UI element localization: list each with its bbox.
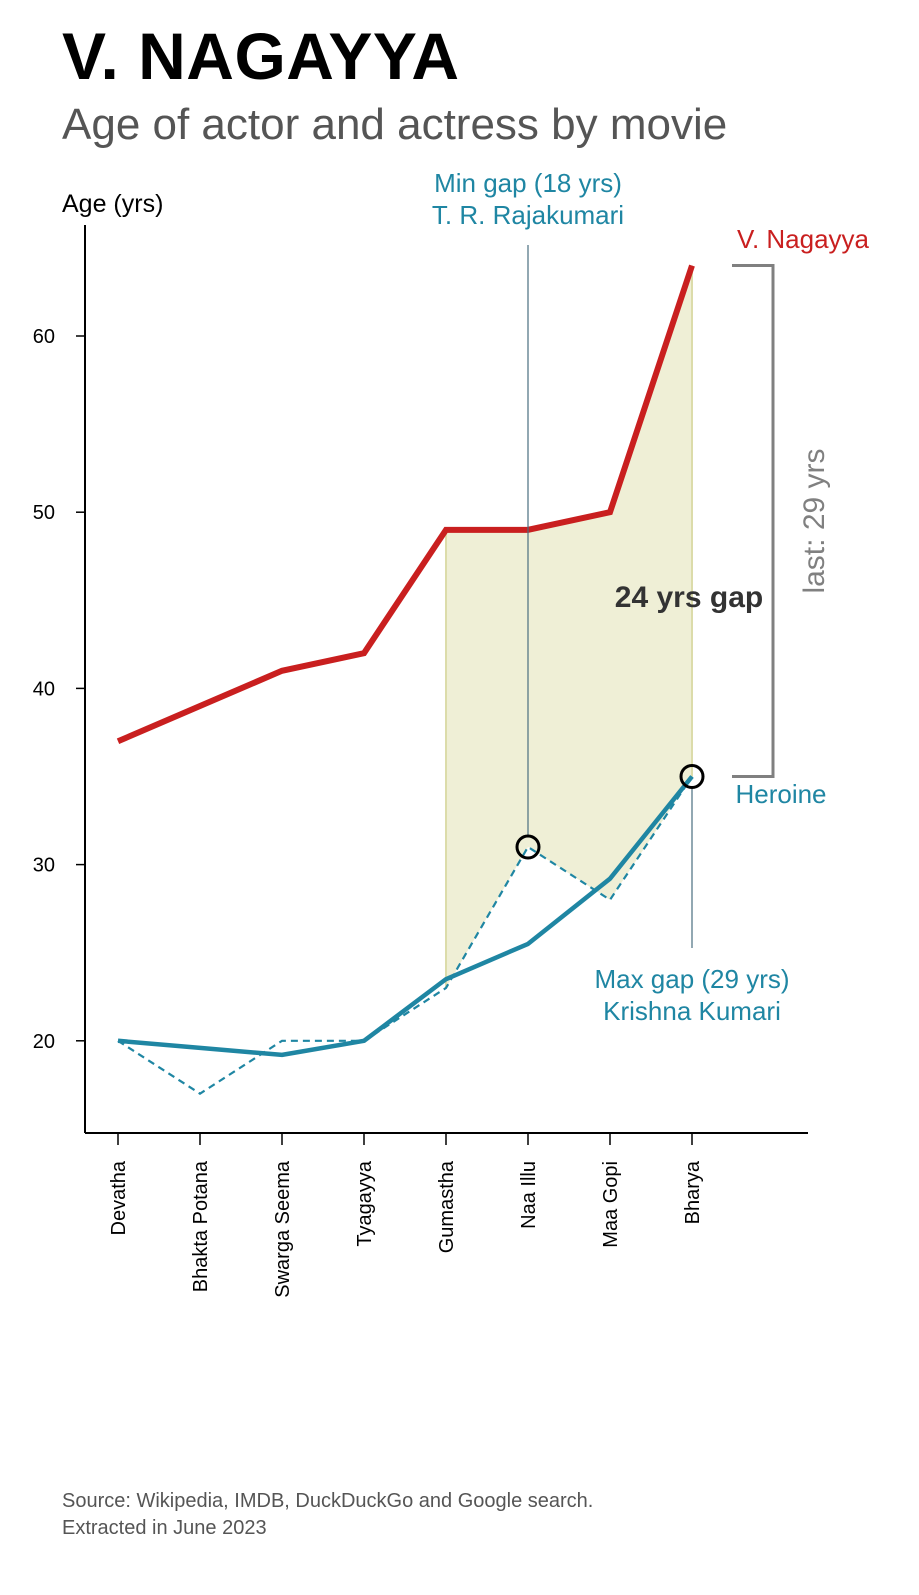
- y-tick-label: 60: [33, 326, 55, 348]
- max-gap-marker: [679, 764, 705, 789]
- max-gap-annotation-name: Krishna Kumari: [603, 996, 781, 1026]
- source-line: Source: Wikipedia, IMDB, DuckDuckGo and …: [62, 1490, 594, 1512]
- last-gap-label: last: 29 yrs: [798, 448, 831, 593]
- x-tick-label: Naa Illu: [518, 1161, 540, 1229]
- x-tick-label: Maa Gopi: [600, 1161, 622, 1248]
- y-tick-label: 50: [33, 502, 55, 524]
- chart-subtitle: Age of actor and actress by movie: [62, 100, 728, 149]
- gap-shaded-area: [446, 265, 692, 988]
- source-note: Source: Wikipedia, IMDB, DuckDuckGo and …: [62, 1488, 593, 1542]
- min-gap-annotation-name: T. R. Rajakumari: [432, 200, 624, 230]
- min-gap-annotation-title: Min gap (18 yrs): [434, 168, 622, 198]
- x-tick-label: Bharya: [682, 1160, 704, 1224]
- age-gap-line-chart: Age (yrs) 20 30 40 50 60 Devatha Bhakta Potana…: [33, 168, 870, 1298]
- x-tick-label: Devatha: [108, 1160, 130, 1235]
- min-gap-marker: [515, 834, 541, 860]
- x-tick-label: Swarga Seema: [272, 1160, 294, 1298]
- y-tick-label: 30: [33, 855, 55, 877]
- extraction-date: Extracted in June 2023: [62, 1517, 267, 1539]
- y-axis-label: Age (yrs): [62, 190, 163, 218]
- chart-title: V. NAGAYYA: [62, 19, 460, 93]
- y-tick-label: 20: [33, 1031, 55, 1053]
- last-gap-bracket: [732, 264, 775, 778]
- gap-label: 24 yrs gap: [615, 581, 763, 614]
- actor-series-label: V. Nagayya: [737, 224, 870, 254]
- x-tick-label: Bhakta Potana: [190, 1160, 212, 1292]
- heroine-trend-line: [117, 775, 694, 1058]
- max-gap-annotation-title: Max gap (29 yrs): [594, 964, 789, 994]
- x-tick-label: Gumastha: [436, 1160, 458, 1253]
- heroine-age-line: [117, 775, 693, 1095]
- y-tick-label: 40: [33, 678, 55, 700]
- x-tick-label: Tyagayya: [354, 1160, 376, 1246]
- heroine-series-label: Heroine: [735, 779, 826, 809]
- actor-age-line: [116, 264, 695, 745]
